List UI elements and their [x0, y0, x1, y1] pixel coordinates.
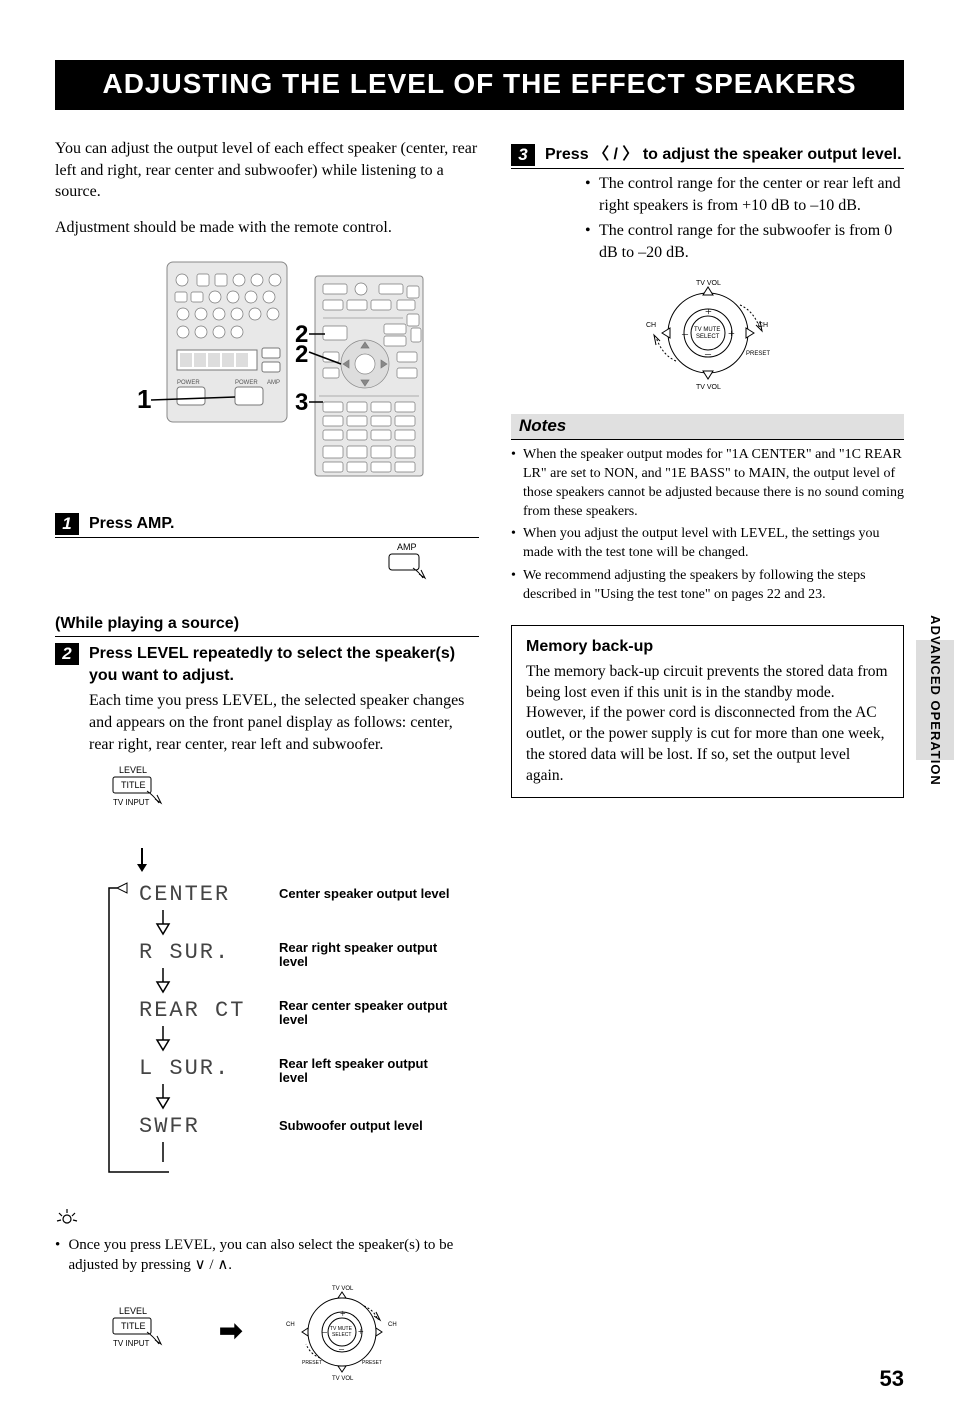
level-bottom: TV INPUT: [113, 798, 150, 807]
amp-label: AMP: [397, 542, 417, 552]
notes-list: When the speaker output modes for "1A CE…: [511, 446, 904, 605]
note-2: We recommend adjusting the speakers by f…: [511, 567, 904, 605]
step3-bullet-0: The control range for the center or rear…: [585, 173, 904, 216]
level-button-diagram: LEVEL TITLE TV INPUT: [99, 763, 479, 826]
step-2-text: Press LEVEL repeatedly to select the spe…: [89, 643, 479, 686]
note-1: When you adjust the output level with LE…: [511, 525, 904, 563]
svg-text:–: –: [321, 1327, 328, 1338]
svg-text:Rear center speaker output: Rear center speaker output: [279, 998, 448, 1013]
svg-text:R SUR.: R SUR.: [139, 940, 230, 965]
level-mid: TITLE: [121, 780, 146, 790]
svg-text:TV VOL: TV VOL: [332, 1286, 354, 1292]
svg-text:L SUR.: L SUR.: [139, 1056, 230, 1081]
tip-icon: [55, 1207, 479, 1233]
svg-text:+: +: [358, 1327, 364, 1338]
svg-text:CH: CH: [388, 1322, 397, 1328]
svg-text:TV VOL: TV VOL: [332, 1376, 354, 1382]
svg-text:–: –: [338, 1344, 345, 1355]
svg-text:Subwoofer output level: Subwoofer output level: [279, 1118, 423, 1133]
svg-text:TV INPUT: TV INPUT: [113, 1339, 150, 1348]
memory-body: The memory back-up circuit prevents the …: [526, 662, 889, 788]
step-2-number: 2: [55, 643, 79, 665]
remote-diagram: POWER POWER AMP 1: [55, 252, 479, 499]
amp-button-diagram: AMP: [55, 540, 439, 591]
svg-text:PRESET: PRESET: [302, 1360, 322, 1366]
callout-3: 3: [295, 389, 308, 416]
svg-text:SELECT: SELECT: [696, 334, 720, 340]
svg-text:CENTER: CENTER: [139, 882, 230, 907]
notes-heading: Notes: [511, 414, 904, 440]
svg-text:+: +: [705, 304, 712, 318]
svg-text:level: level: [279, 1070, 308, 1085]
svg-text:Center speaker output level: Center speaker output level: [279, 886, 450, 901]
svg-text:Rear left speaker output: Rear left speaker output: [279, 1056, 428, 1071]
page-number: 53: [880, 1366, 904, 1392]
memory-backup-box: Memory back-up The memory back-up circui…: [511, 625, 904, 798]
step-3-header: 3 Press 〈 / 〉 to adjust the speaker outp…: [511, 144, 904, 169]
while-playing-subhead: (While playing a source): [55, 613, 479, 638]
step-3-number: 3: [511, 144, 535, 166]
svg-text:CH: CH: [646, 322, 656, 329]
svg-text:level: level: [279, 954, 308, 969]
svg-text:TV VOL: TV VOL: [696, 280, 721, 287]
step3-bullet-1: The control range for the subwoofer is f…: [585, 220, 904, 263]
tip-text: • Once you press LEVEL, you can also sel…: [55, 1235, 479, 1276]
step-1-text: Press AMP.: [89, 513, 479, 535]
arrow-right-icon: ➡: [219, 1313, 242, 1351]
right-column: 3 Press 〈 / 〉 to adjust the speaker outp…: [511, 138, 904, 1382]
svg-text:SWFR: SWFR: [139, 1114, 200, 1139]
step-2-body: Each time you press LEVEL, the selected …: [89, 690, 479, 755]
svg-text:SELECT: SELECT: [332, 1332, 351, 1338]
svg-text:CH: CH: [286, 1322, 295, 1328]
intro-paragraph-2: Adjustment should be made with the remot…: [55, 217, 479, 239]
svg-text:POWER: POWER: [177, 380, 200, 386]
page-title: ADJUSTING THE LEVEL OF THE EFFECT SPEAKE…: [55, 60, 904, 110]
svg-text:LEVEL: LEVEL: [119, 1306, 147, 1316]
svg-text:Rear right speaker output: Rear right speaker output: [279, 940, 438, 955]
svg-text:level: level: [279, 1012, 308, 1027]
svg-text:TV VOL: TV VOL: [696, 384, 721, 391]
svg-text:–: –: [704, 346, 712, 360]
svg-text:+: +: [728, 326, 735, 340]
level-top: LEVEL: [119, 765, 147, 775]
step-2-header: 2 Press LEVEL repeatedly to select the s…: [55, 643, 479, 686]
svg-text:POWER: POWER: [235, 380, 258, 386]
svg-text:–: –: [681, 326, 689, 340]
svg-text:REAR CT: REAR CT: [139, 998, 245, 1023]
callout-2b: 2: [295, 341, 308, 368]
left-column: You can adjust the output level of each …: [55, 138, 479, 1382]
callout-1: 1: [137, 384, 151, 414]
dial-diagram-large: TV MUTE SELECT + – – + TV VOL TV VOL CH …: [511, 273, 904, 400]
dial-diagram-small: TV MUTE SELECT + – – + TV VOL TV VOL CH …: [282, 1282, 402, 1382]
svg-text:TITLE: TITLE: [121, 1321, 146, 1331]
tip-diagrams: LEVEL TITLE TV INPUT ➡ TV MUTE SELECT + …: [99, 1282, 479, 1382]
intro-paragraph-1: You can adjust the output level of each …: [55, 138, 479, 203]
step-3-text: Press 〈 / 〉 to adjust the speaker output…: [545, 144, 904, 166]
svg-text:TV MUTE: TV MUTE: [694, 327, 720, 333]
speaker-flow-diagram: CENTER R SUR. REAR CT L SUR. SWFR Center…: [99, 844, 479, 1187]
note-0: When the speaker output modes for "1A CE…: [511, 446, 904, 522]
step-3-bullets: The control range for the center or rear…: [545, 173, 904, 263]
step-1-header: 1 Press AMP.: [55, 513, 479, 538]
svg-text:+: +: [340, 1309, 346, 1320]
step-1-number: 1: [55, 513, 79, 535]
memory-heading: Memory back-up: [526, 636, 889, 658]
side-tab: ADVANCED OPERATION: [916, 640, 954, 760]
svg-text:AMP: AMP: [267, 380, 280, 386]
side-tab-label: ADVANCED OPERATION: [928, 615, 943, 786]
svg-text:PRESET: PRESET: [746, 351, 770, 357]
svg-text:PRESET: PRESET: [362, 1360, 382, 1366]
